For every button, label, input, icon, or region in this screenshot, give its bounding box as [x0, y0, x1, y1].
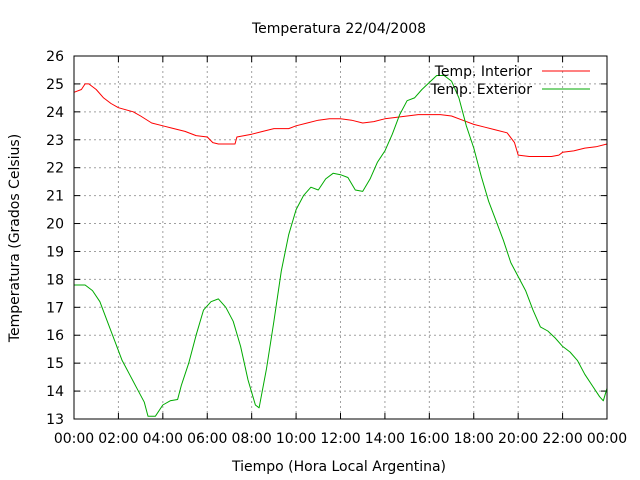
- axis-ticks: 00:00 02:00 04:00 06:00 08:00 10:00 12:00 14:00…: [46, 49, 627, 447]
- legend-label-temp-interior: Temp. Interior: [434, 64, 533, 80]
- grid: [74, 56, 607, 419]
- x-axis-label: Tiempo (Hora Local Argentina): [231, 459, 446, 475]
- y-tick-label: 22: [46, 161, 64, 177]
- x-tick-label: 10:00: [276, 431, 316, 447]
- x-tick-label: 00:00: [587, 431, 627, 447]
- y-tick-label: 17: [46, 300, 64, 316]
- x-tick-label: 12:00: [320, 431, 360, 447]
- y-tick-label: 24: [46, 105, 64, 121]
- chart-title: Temperatura 22/04/2008: [251, 21, 426, 37]
- x-tick-label: 08:00: [231, 431, 271, 447]
- x-tick-label: 18:00: [454, 431, 494, 447]
- y-tick-label: 21: [46, 189, 64, 205]
- x-tick-label: 04:00: [143, 431, 183, 447]
- x-tick-label: 14:00: [365, 431, 405, 447]
- x-tick-label: 20:00: [498, 431, 538, 447]
- x-tick-label: 22:00: [542, 431, 582, 447]
- y-axis-label: Temperatura (Grados Celsius): [7, 134, 23, 343]
- x-tick-label: 16:00: [409, 431, 449, 447]
- y-tick-label: 15: [46, 356, 64, 372]
- y-tick-label: 25: [46, 77, 64, 93]
- y-tick-label: 23: [46, 133, 64, 149]
- x-tick-label: 06:00: [187, 431, 227, 447]
- series-lines: [73, 75, 608, 417]
- plot-border: [73, 55, 608, 420]
- y-tick-label: 19: [46, 244, 64, 260]
- series-line-temp-interior: [73, 83, 608, 157]
- series-line-temp-exterior: [74, 75, 608, 417]
- y-tick-label: 20: [46, 217, 64, 233]
- x-tick-label: 00:00: [54, 431, 94, 447]
- legend-label-temp-exterior: Temp. Exterior: [430, 82, 533, 98]
- legend: Temp. Interior Temp. Exterior: [430, 64, 590, 98]
- y-tick-label: 18: [46, 272, 64, 288]
- y-tick-label: 13: [46, 412, 64, 428]
- y-tick-label: 26: [46, 49, 64, 65]
- x-tick-label: 02:00: [98, 431, 138, 447]
- y-tick-label: 14: [46, 384, 64, 400]
- y-tick-label: 16: [46, 328, 64, 344]
